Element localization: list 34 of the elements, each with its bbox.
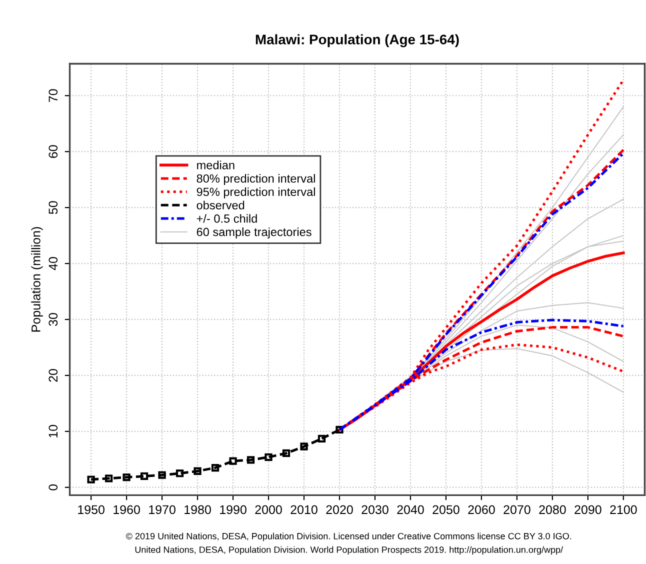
x-tick-label: 2030 (362, 505, 388, 514)
legend-label: 95% prediction interval (196, 187, 315, 198)
y-tick-label: 30 (48, 313, 58, 326)
y-tick-label: 0 (48, 484, 58, 490)
x-tick-label: 2000 (255, 505, 282, 514)
y-tick-label: 60 (48, 145, 58, 158)
text: United Nations, DESA, Population Division. World Population Prospects 2019. http://population.un.org/wpp/ (135, 546, 564, 555)
text: © 2019 United Nations, DESA, Population Division. Licensed under Creative Commons license CC BY 3.0 IGO. (126, 532, 572, 542)
y-tick-label: 40 (48, 257, 58, 270)
x-tick-label: 1970 (149, 505, 176, 514)
chart-title: Malawi: Population (Age 15-64) (256, 34, 459, 48)
x-tick-label: 2040 (397, 505, 424, 514)
x-tick-label: 2070 (504, 505, 530, 514)
y-tick-label: 50 (48, 201, 58, 214)
x-tick-label: 2020 (326, 505, 353, 514)
y-tick-label: 70 (48, 89, 58, 102)
x-tick-label: 1960 (114, 505, 140, 514)
x-tick-label: 2100 (610, 505, 637, 514)
y-tick-label: 10 (48, 424, 58, 438)
legend-label: 60 sample trajectories (196, 227, 312, 238)
x-tick-label: 2050 (432, 505, 460, 514)
x-tick-label: 2060 (468, 505, 495, 514)
x-tick-label: 2010 (290, 505, 318, 514)
legend-label: median (197, 160, 234, 170)
x-tick-label: 1950 (78, 505, 104, 514)
x-tick-label: 2080 (539, 505, 566, 514)
y-tick-label: 20 (48, 368, 58, 382)
x-tick-label: 1980 (184, 505, 211, 514)
legend-label: +/- 0.5 child (196, 214, 257, 223)
x-tick-label: 2090 (574, 505, 602, 514)
legend-label: 80% prediction interval (196, 174, 315, 186)
y-axis-title: Population (million) (31, 227, 43, 332)
legend-label: observed (196, 200, 244, 210)
x-tick-label: 1990 (220, 505, 246, 514)
